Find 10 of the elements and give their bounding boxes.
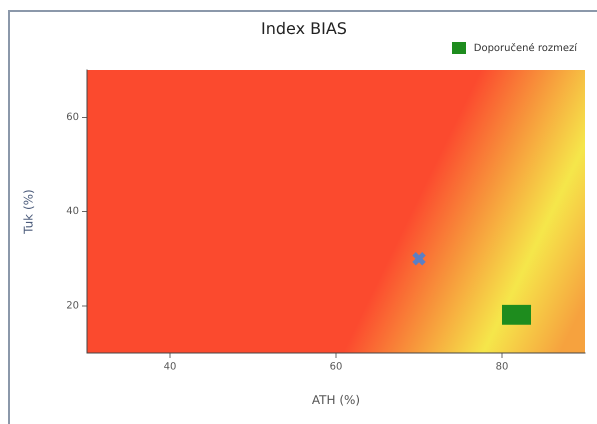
chart-title: Index BIAS <box>261 18 347 38</box>
x-tick-label: 80 <box>496 362 508 373</box>
legend-label: Doporučené rozmezí <box>474 42 577 54</box>
y-tick-label: 20 <box>66 300 79 312</box>
y-tick-label: 40 <box>66 206 79 218</box>
y-tick-label: 60 <box>66 112 79 123</box>
x-axis-title: ATH (%) <box>312 392 360 407</box>
x-tick-label: 60 <box>330 362 342 373</box>
y-axis-title: Tuk (%) <box>21 189 36 235</box>
x-tick-label: 40 <box>164 362 176 373</box>
